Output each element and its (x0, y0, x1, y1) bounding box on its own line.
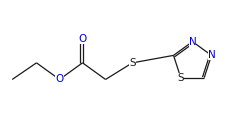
Text: O: O (55, 74, 64, 84)
Text: S: S (177, 73, 184, 83)
Text: N: N (208, 50, 215, 60)
Text: S: S (129, 58, 136, 68)
Text: O: O (78, 34, 87, 44)
Text: N: N (188, 37, 196, 47)
